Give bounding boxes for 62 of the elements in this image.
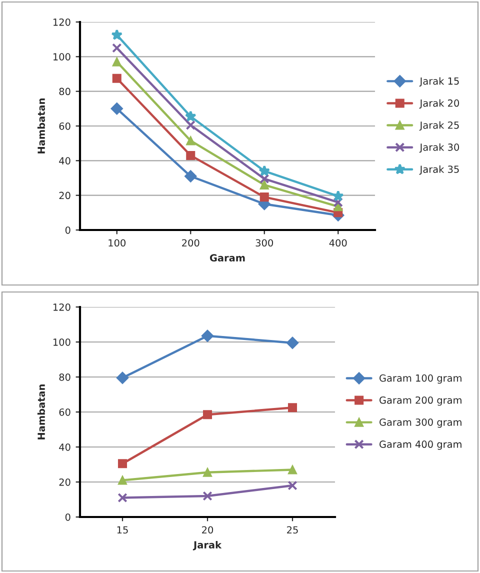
- point: [332, 190, 344, 202]
- y-tick-label: 40: [59, 157, 70, 164]
- point: [184, 170, 197, 182]
- legend-label: Garam 300 gram: [380, 418, 462, 428]
- y-tick-label: 60: [59, 408, 70, 416]
- y-tick-label: 120: [53, 18, 70, 26]
- legend-label: Jarak 20: [419, 99, 460, 109]
- point: [112, 57, 122, 66]
- y-tick-label: 0: [65, 513, 70, 521]
- x-tick-label: 300: [256, 239, 274, 247]
- x-axis-title: Garam: [210, 254, 245, 262]
- point: [288, 480, 298, 490]
- point: [118, 476, 128, 485]
- y-tick-label: 80: [59, 373, 70, 381]
- y-tick-label: 40: [59, 443, 70, 451]
- y-tick-label: 60: [59, 122, 70, 130]
- point: [202, 410, 212, 420]
- point: [118, 459, 128, 468]
- point: [333, 197, 343, 208]
- y-tick-label: 80: [59, 88, 70, 96]
- y-tick-label: 100: [53, 53, 70, 60]
- y-tick-label: 20: [59, 478, 70, 486]
- point: [186, 136, 196, 146]
- y-axis-title: Hambatan: [37, 384, 45, 440]
- legend-label: Jarak 30: [419, 143, 460, 153]
- x-tick-label: 400: [329, 239, 347, 247]
- point: [110, 102, 123, 115]
- point: [202, 468, 212, 477]
- point: [260, 174, 270, 184]
- point: [260, 180, 269, 190]
- point: [186, 120, 196, 130]
- x-tick-label: 20: [202, 526, 214, 534]
- point: [202, 491, 212, 501]
- point: [186, 150, 196, 160]
- y-tick-label: 0: [65, 226, 70, 234]
- point: [286, 336, 299, 349]
- point: [116, 372, 129, 384]
- legend-label: Jarak 35: [419, 165, 459, 175]
- y-axis-title: Hambatan: [37, 98, 45, 154]
- legend-label: Garam 100 gram: [380, 374, 462, 384]
- point: [288, 465, 298, 474]
- y-tick-label: 120: [53, 303, 70, 311]
- point: [260, 192, 269, 202]
- y-tick-label: 100: [53, 338, 70, 346]
- legend-label: Garam 400 gram: [380, 440, 462, 450]
- x-tick-label: 15: [117, 526, 128, 534]
- legend-label: Jarak 25: [419, 121, 459, 131]
- x-axis-title: Jarak: [192, 540, 222, 550]
- point: [118, 492, 128, 503]
- legend-label: Garam 200 gram: [380, 396, 462, 406]
- point: [184, 110, 196, 122]
- y-tick-label: 20: [59, 192, 70, 200]
- x-tick-label: 100: [108, 239, 126, 247]
- point: [288, 403, 298, 412]
- point: [112, 74, 122, 83]
- x-tick-label: 200: [182, 239, 200, 247]
- point: [111, 29, 123, 40]
- point: [258, 165, 270, 176]
- point: [201, 330, 214, 342]
- x-tick-label: 25: [287, 526, 298, 534]
- point: [112, 43, 122, 53]
- legend-label: Jarak 15: [419, 77, 459, 87]
